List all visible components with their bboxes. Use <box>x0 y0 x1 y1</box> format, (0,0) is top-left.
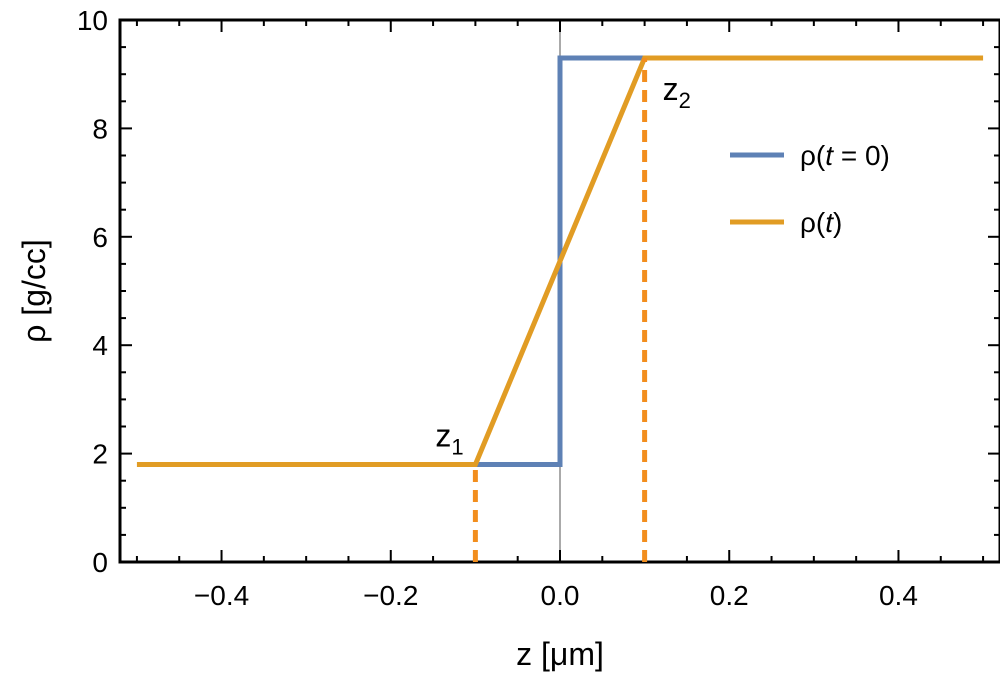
x-tick-label: 0.2 <box>710 580 749 611</box>
y-tick-label: 10 <box>77 5 108 36</box>
annotation-layer: z1 z2 <box>435 71 690 460</box>
y-tick-label: 0 <box>92 547 108 578</box>
legend-label-1: ρ(t = 0) <box>800 140 890 171</box>
annotation-z2: z2 <box>663 71 691 113</box>
y-axis-label: ρ [g/cc] <box>16 239 52 343</box>
x-tick-label: 0.0 <box>541 580 580 611</box>
x-tick-label: −0.4 <box>194 580 249 611</box>
y-tick-label: 8 <box>92 113 108 144</box>
series-line-time <box>136 55 984 467</box>
legend: ρ(t = 0) ρ(t) <box>730 140 890 238</box>
y-tick-label: 6 <box>92 222 108 253</box>
y-tick-label: 4 <box>92 330 108 361</box>
x-tick-label: −0.2 <box>363 580 418 611</box>
legend-label-2: ρ(t) <box>800 207 842 238</box>
markers-layer <box>472 57 648 562</box>
x-axis-label: z [μm] <box>516 636 604 672</box>
annotation-z1: z1 <box>435 417 463 459</box>
series-layer <box>136 55 984 467</box>
ticks-layer: −0.4 −0.2 0.0 0.2 0.4 0 2 4 6 8 10 <box>77 5 1000 611</box>
x-tick-label: 0.4 <box>879 580 918 611</box>
y-tick-label: 2 <box>92 439 108 470</box>
